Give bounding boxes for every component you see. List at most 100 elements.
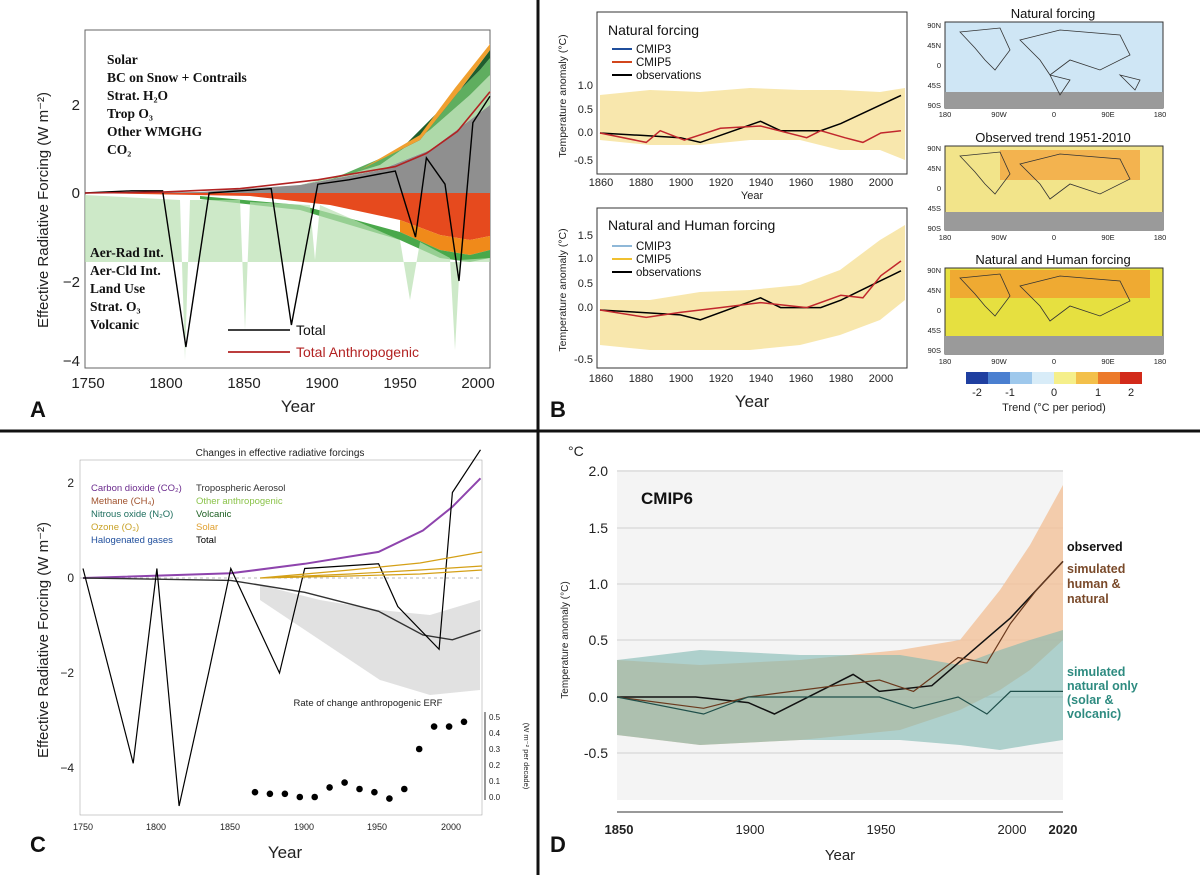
panel-b-xtick: 1960: [789, 373, 813, 385]
panel-b-xtick: 1980: [829, 373, 853, 385]
panel-b-bottom-legend: CMIP3 CMIP5 observations: [612, 241, 701, 279]
panel-c-xtick: 1850: [220, 822, 240, 832]
panel-b-ytick: 0.5: [578, 278, 593, 290]
panel-b-ytick: 1.5: [578, 230, 593, 242]
panel-c-xtick: 1750: [73, 822, 93, 832]
panel-a-xtick: 1900: [305, 375, 338, 392]
legend-label-observations: observations: [636, 267, 701, 279]
panel-a-aer-cld-area: [85, 193, 490, 240]
panel-b-bottom-xticks: 1860 1880 1900 1920 1940 1960 1980 2000: [589, 373, 893, 385]
legend-label-cmip5: CMIP5: [636, 57, 671, 69]
map-lon: 90E: [1101, 110, 1114, 119]
label-natural-line: volcanic): [1067, 707, 1121, 721]
panel-a-ytick: −2: [63, 274, 80, 291]
legend-methane: Methane (CH₄): [91, 496, 155, 507]
map-natural-human: [944, 267, 1164, 355]
panel-a-xlabel: Year: [281, 397, 316, 416]
panel-d-yticks: 2.0 1.5 1.0 0.5 0.0 -0.5: [584, 463, 608, 761]
panel-a-legend-item: BC on Snow + Contrails: [107, 70, 247, 85]
panel-d: °C CMIP6 Temperature anomaly (°C) 2.0 1.…: [550, 443, 1138, 864]
panel-b-top-observations-line: [599, 94, 902, 144]
panel-b-xtick: 1920: [709, 373, 733, 385]
panel-b-top-xticks: 1860 1880 1900 1920 1940 1960 1980 2000: [589, 177, 893, 189]
panel-a-ylabel: Effective Radiative Forcing (W m⁻²): [35, 92, 52, 328]
panel-a-landuse-area: [200, 196, 490, 262]
panel-b-ytick: 0.5: [578, 104, 593, 116]
map-lon: 90W: [991, 357, 1007, 366]
panel-c-xtick: 1800: [146, 822, 166, 832]
map-lon: 180: [1154, 233, 1167, 242]
panel-b-bottom-title: Natural and Human forcing: [608, 217, 775, 233]
label-observed: observed: [1067, 540, 1123, 554]
panel-d-ylabel: Temperature anomaly (°C): [560, 581, 571, 698]
map-lon: 180: [939, 110, 952, 119]
panel-c-ytick: 2: [67, 476, 74, 490]
panel-c-yticks: 2 0 −2 −4: [60, 476, 74, 775]
colorbar-seg: [1010, 372, 1032, 384]
panel-c-inset-points: [251, 718, 468, 802]
map-lon: 90W: [991, 233, 1007, 242]
panel-a-ytick: 0: [72, 185, 80, 202]
panel-c-ylabel: Effective Radiative Forcing (W m⁻²): [35, 522, 52, 758]
map-lat: 90S: [928, 101, 941, 110]
panel-d-human-natural-line: [616, 560, 1064, 709]
map-lon: 90E: [1101, 357, 1114, 366]
panel-d-ytick: 0.5: [589, 632, 609, 648]
panel-b-top-yticks: 1.0 0.5 0.0 -0.5: [574, 80, 593, 167]
colorbar-seg: [988, 372, 1010, 384]
panel-c-total-line: [82, 449, 482, 807]
panel-c-aerosol-uncertainty: [260, 585, 480, 695]
inset-ytick: 0.3: [489, 745, 501, 754]
panel-a-total-line: [84, 95, 491, 348]
legend-co2: Carbon dioxide (CO₂): [91, 483, 182, 494]
panel-b-xtick: 1920: [709, 177, 733, 189]
map-lon: 180: [1154, 357, 1167, 366]
map-lat: 45N: [927, 164, 941, 173]
panel-b-ytick: 1.0: [578, 80, 593, 92]
map-natural-human-missing: [945, 336, 1163, 354]
panel-c-xtick: 1900: [294, 822, 314, 832]
panel-a-legend-item: Strat. H₂O: [107, 88, 168, 103]
panel-b-top-xlabel: Year: [741, 190, 764, 202]
panel-a-legend-total: Total: [296, 322, 326, 338]
panel-b-top-cmip5-line: [599, 125, 902, 144]
inset-point: [296, 793, 304, 801]
panel-b-xtick: 1880: [629, 373, 653, 385]
label-human-line: natural: [1067, 592, 1109, 606]
label-natural-only: simulated natural only (solar & volcanic…: [1067, 665, 1138, 721]
legend-label-observations: observations: [636, 70, 701, 82]
map-lat: 90N: [927, 266, 941, 275]
panel-c-inset-title: Rate of change anthropogenic ERF: [294, 698, 443, 709]
legend-halogenated: Halogenated gases: [91, 535, 173, 546]
legend-n2o: Nitrous oxide (N₂O): [91, 509, 173, 520]
map-observed-land: [959, 151, 1131, 200]
map-title-natural: Natural forcing: [1011, 6, 1096, 21]
panel-b-xtick: 1860: [589, 177, 613, 189]
colorbar-tick: 0: [1051, 387, 1057, 399]
colorbar-tick: -1: [1005, 387, 1015, 399]
colorbar-seg: [1032, 372, 1054, 384]
map-lat: 0: [937, 306, 941, 315]
panel-a-legend-item: CO₂: [107, 142, 131, 157]
panel-d-natural-only-line: [616, 690, 1063, 715]
panel-a-xtick: 1950: [383, 375, 416, 392]
label-human-line: human &: [1067, 577, 1120, 591]
panel-b-top-title: Natural forcing: [608, 22, 699, 38]
panel-b-xtick: 2000: [869, 177, 893, 189]
map-lat: 0: [937, 61, 941, 70]
panel-b-xtick: 2000: [869, 373, 893, 385]
label-natural-line: (solar &: [1067, 693, 1114, 707]
panel-b-xtick: 1940: [749, 177, 773, 189]
map-title-natural-human: Natural and Human forcing: [975, 252, 1130, 267]
map-lat: 90S: [928, 224, 941, 233]
colorbar-seg: [966, 372, 988, 384]
panel-c-letter: C: [30, 832, 46, 857]
panel-c-xticks: 1750 1800 1850 1900 1950 2000: [73, 822, 461, 832]
panel-c-xtick: 1950: [367, 822, 387, 832]
panel-b-xtick: 1980: [829, 177, 853, 189]
inset-ytick: 0.0: [489, 793, 501, 802]
panel-c: Changes in effective radiative forcings …: [30, 448, 531, 862]
panel-b-top-ylabel: Temperature anomaly (°C): [557, 34, 569, 157]
inset-point: [460, 718, 468, 726]
